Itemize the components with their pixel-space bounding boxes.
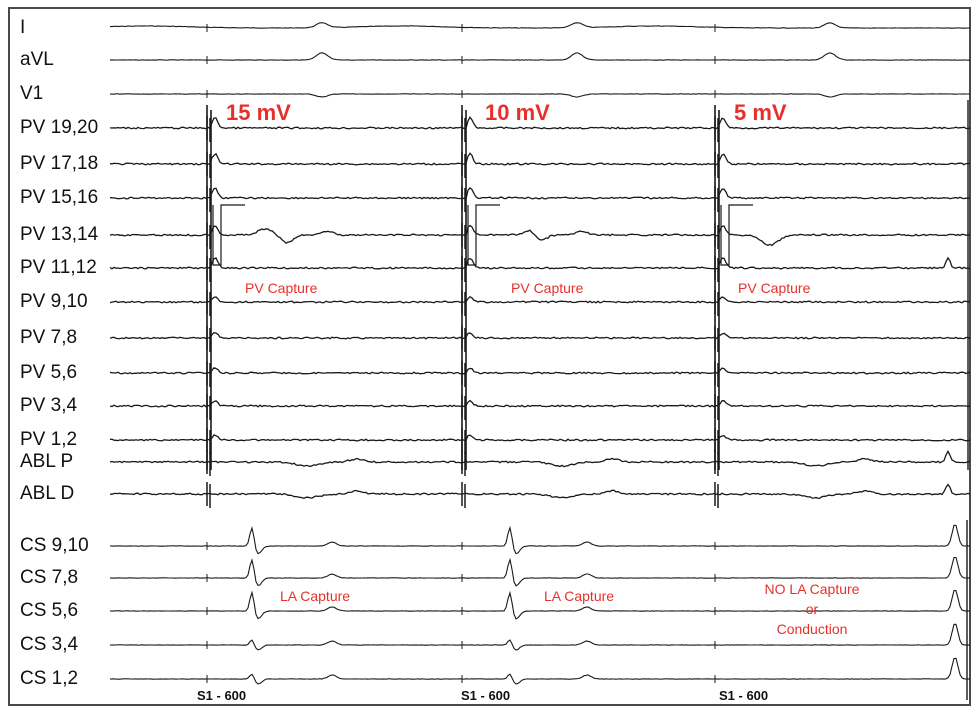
la-capture-annotation-1: LA Capture — [280, 588, 351, 604]
lead-label-pv-13-14: PV 13,14 — [20, 224, 99, 245]
lead-label-cs-1-2: CS 1,2 — [20, 668, 79, 689]
trace-path — [714, 105, 720, 470]
trace-path — [109, 256, 971, 270]
lead-label-pv-1-2: PV 1,2 — [20, 429, 78, 450]
trace-path — [109, 331, 971, 340]
lead-label-aVL: aVL — [20, 49, 54, 70]
no-la-capture-line-2: or — [805, 601, 819, 617]
trace-path — [109, 657, 971, 685]
amplitude-label-5mv: 5 mV — [734, 100, 787, 125]
lead-label-I: I — [20, 17, 26, 38]
pv-capture-annotation-3: PV Capture — [738, 280, 811, 296]
no-la-capture-annotation: NO LA Capture or Conduction — [752, 579, 872, 639]
lead-label-cs-7-8: CS 7,8 — [20, 567, 79, 588]
recording-frame — [8, 7, 971, 706]
trace-path — [109, 524, 970, 555]
lead-label-cs-5-6: CS 5,6 — [20, 600, 79, 621]
trace-path — [206, 105, 212, 470]
trace-path — [109, 556, 971, 587]
no-la-capture-line-3: Conduction — [776, 621, 848, 637]
trace-path — [212, 204, 245, 266]
trace-path — [109, 623, 970, 651]
trace-path — [109, 93, 971, 98]
trace-path — [461, 105, 467, 470]
trace-path — [714, 482, 719, 508]
trace-path — [109, 224, 971, 247]
trace-path — [109, 52, 971, 61]
trace-path — [206, 482, 211, 508]
amplitude-label-10mv: 10 mV — [485, 100, 550, 125]
lead-label-pv-15-16: PV 15,16 — [20, 187, 99, 208]
trace-path — [109, 115, 971, 130]
lead-label-pv-5-6: PV 5,6 — [20, 362, 78, 383]
lead-label-pv-7-8: PV 7,8 — [20, 327, 78, 348]
trace-path — [109, 449, 971, 468]
lead-label-cs-9-10: CS 9,10 — [20, 535, 89, 556]
trace-path — [461, 482, 466, 508]
stimulus-label-3: S1 - 600 — [719, 688, 769, 703]
trace-path — [110, 22, 971, 29]
trace-path — [109, 433, 971, 442]
no-la-capture-line-1: NO LA Capture — [764, 581, 860, 597]
pv-capture-annotation-2: PV Capture — [511, 280, 584, 296]
lead-label-cs-3-4: CS 3,4 — [20, 634, 79, 655]
trace-path — [109, 483, 971, 499]
trace-path — [966, 100, 969, 700]
lead-label-abl-d: ABL D — [20, 483, 75, 504]
trace-path — [467, 204, 500, 266]
lead-label-pv-9-10: PV 9,10 — [20, 291, 88, 312]
lead-label-pv-3-4: PV 3,4 — [20, 395, 78, 416]
pv-capture-annotation-1: PV Capture — [245, 280, 318, 296]
lead-label-pv-17-18: PV 17,18 — [20, 153, 99, 174]
la-capture-annotation-2: LA Capture — [544, 588, 615, 604]
trace-path — [109, 399, 971, 408]
stimulus-label-2: S1 - 600 — [461, 688, 511, 703]
trace-path — [720, 204, 753, 266]
trace-path — [109, 296, 971, 304]
lead-label-pv-19-20: PV 19,20 — [20, 117, 99, 138]
trace-path — [109, 589, 971, 620]
trace-path — [109, 367, 971, 375]
lead-label-pv-11-12: PV 11,12 — [20, 257, 97, 278]
stimulus-label-1: S1 - 600 — [197, 688, 247, 703]
trace-path — [109, 186, 971, 200]
trace-path — [109, 152, 971, 166]
lead-label-V1: V1 — [20, 83, 44, 104]
amplitude-label-15mv: 15 mV — [226, 100, 291, 125]
lead-label-abl-p: ABL P — [20, 451, 74, 472]
